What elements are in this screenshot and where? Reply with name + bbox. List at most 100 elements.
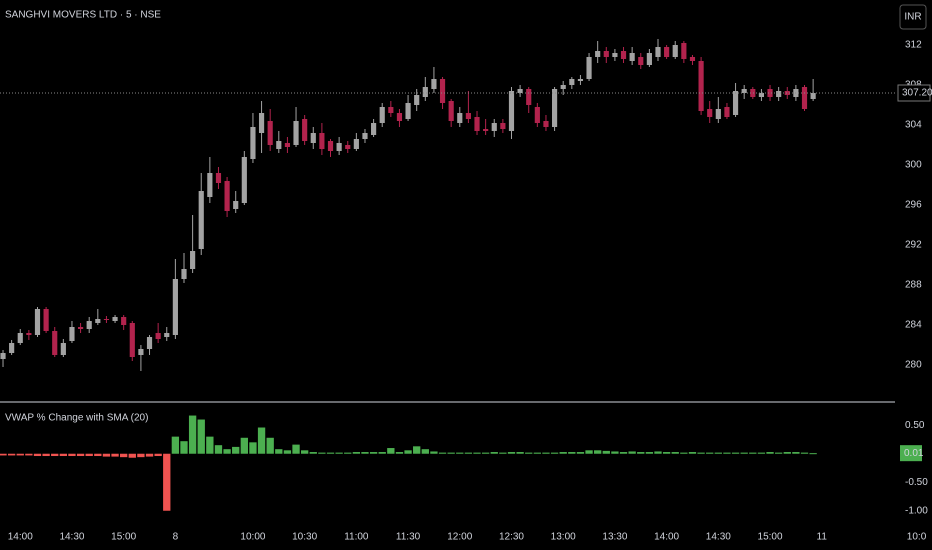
candle-body: [77, 327, 84, 329]
indicator-bar: [214, 445, 223, 454]
candle-body: [164, 333, 170, 337]
indicator-bar: [180, 441, 188, 454]
x-tick-label: 14:30: [706, 532, 731, 543]
candle-body: [664, 47, 670, 57]
candle-body: [345, 145, 351, 149]
indicator-bar: [266, 437, 274, 454]
indicator-bar: [585, 450, 593, 454]
candle-body: [560, 85, 566, 89]
indicator-bar: [344, 452, 352, 454]
indicator-bar: [318, 452, 326, 454]
indicator-bar: [128, 453, 136, 458]
indicator-bar: [774, 452, 783, 454]
candle-body: [353, 139, 359, 149]
y-tick-label: -0.50: [905, 477, 928, 488]
indicator-bar: [163, 453, 171, 511]
x-tick-label: 11: [817, 532, 828, 543]
candle-body: [620, 51, 627, 59]
candle-body: [776, 91, 782, 97]
candle-body: [310, 133, 316, 143]
candle-body: [422, 87, 428, 97]
indicator-bar: [688, 452, 697, 454]
candle-body: [396, 113, 403, 121]
indicator-bar: [51, 453, 59, 457]
indicator-bar: [464, 452, 473, 454]
currency-button-label[interactable]: INR: [904, 12, 921, 23]
candle-body: [0, 353, 6, 359]
candle-body: [508, 91, 515, 131]
candle-body: [172, 279, 178, 335]
candle-body: [319, 133, 325, 149]
x-tick-label: 8: [173, 532, 179, 543]
candle-body: [758, 93, 765, 97]
candle-body: [302, 119, 308, 141]
indicator-bar: [594, 450, 602, 454]
indicator-bar: [438, 452, 447, 454]
indicator-bar: [697, 452, 705, 454]
indicator-bar: [723, 452, 731, 454]
candle-body: [9, 343, 15, 353]
indicator-bar: [42, 453, 50, 457]
indicator-bar: [809, 453, 817, 455]
candle-body: [103, 319, 110, 320]
candle-body: [801, 87, 808, 109]
candle-body: [457, 113, 463, 123]
x-tick-label: 13:00: [551, 532, 576, 543]
indicator-bar: [154, 453, 162, 457]
indicator-bar: [731, 452, 740, 454]
indicator-bar: [783, 452, 791, 454]
candle-body: [483, 129, 489, 131]
indicator-bar: [714, 452, 722, 454]
candle-body: [86, 321, 92, 329]
indicator-bar: [352, 452, 361, 454]
indicator-bar: [309, 452, 317, 454]
indicator-bar: [542, 452, 550, 454]
indicator-bar: [76, 453, 85, 457]
candle-body: [741, 89, 747, 93]
indicator-bar: [171, 436, 180, 454]
y-tick-label: 288: [905, 280, 922, 291]
indicator-bar: [740, 452, 748, 454]
candle-body: [474, 117, 480, 131]
y-tick-label: 300: [905, 160, 922, 171]
currency-button[interactable]: [899, 4, 927, 30]
x-tick-label: 12:30: [499, 532, 524, 543]
indicator-bar: [326, 452, 335, 454]
indicator-bar: [249, 442, 257, 454]
candle-body: [121, 317, 127, 325]
indicator-bar: [387, 448, 395, 454]
indicator-bar: [240, 437, 248, 454]
candle-body: [190, 251, 196, 269]
indicator-bar: [413, 446, 421, 454]
indicator-bar: [197, 419, 205, 454]
candle-body: [371, 123, 377, 135]
candle-body: [655, 47, 661, 57]
last-price-label: 307.20: [902, 88, 932, 99]
indicator-bar: [292, 444, 300, 454]
candle-body: [491, 123, 497, 131]
x-tick-label: 14:30: [59, 532, 84, 543]
indicator-bar: [68, 453, 76, 457]
candle-body: [577, 79, 584, 81]
indicator-bar: [188, 415, 197, 454]
indicator-bar: [559, 452, 567, 454]
indicator-bar: [447, 452, 455, 454]
indicator-bar: [637, 452, 645, 454]
candle-body: [336, 143, 342, 151]
indicator-bar: [283, 450, 292, 454]
x-tick-label: 10:0: [907, 532, 927, 543]
candle-body: [284, 143, 291, 147]
y-tick-label: -1.00: [905, 505, 928, 516]
candle-body: [95, 319, 101, 323]
x-tick-label: 14:00: [8, 532, 33, 543]
x-tick-label: 10:00: [240, 532, 265, 543]
candle-body: [586, 57, 592, 79]
indicator-bar: [680, 452, 688, 454]
candle-body: [517, 89, 523, 93]
candle-body: [715, 109, 721, 119]
indicator-bar: [7, 453, 16, 456]
indicator-bar: [94, 453, 102, 457]
candle-body: [155, 333, 161, 339]
indicator-bar: [223, 449, 231, 454]
